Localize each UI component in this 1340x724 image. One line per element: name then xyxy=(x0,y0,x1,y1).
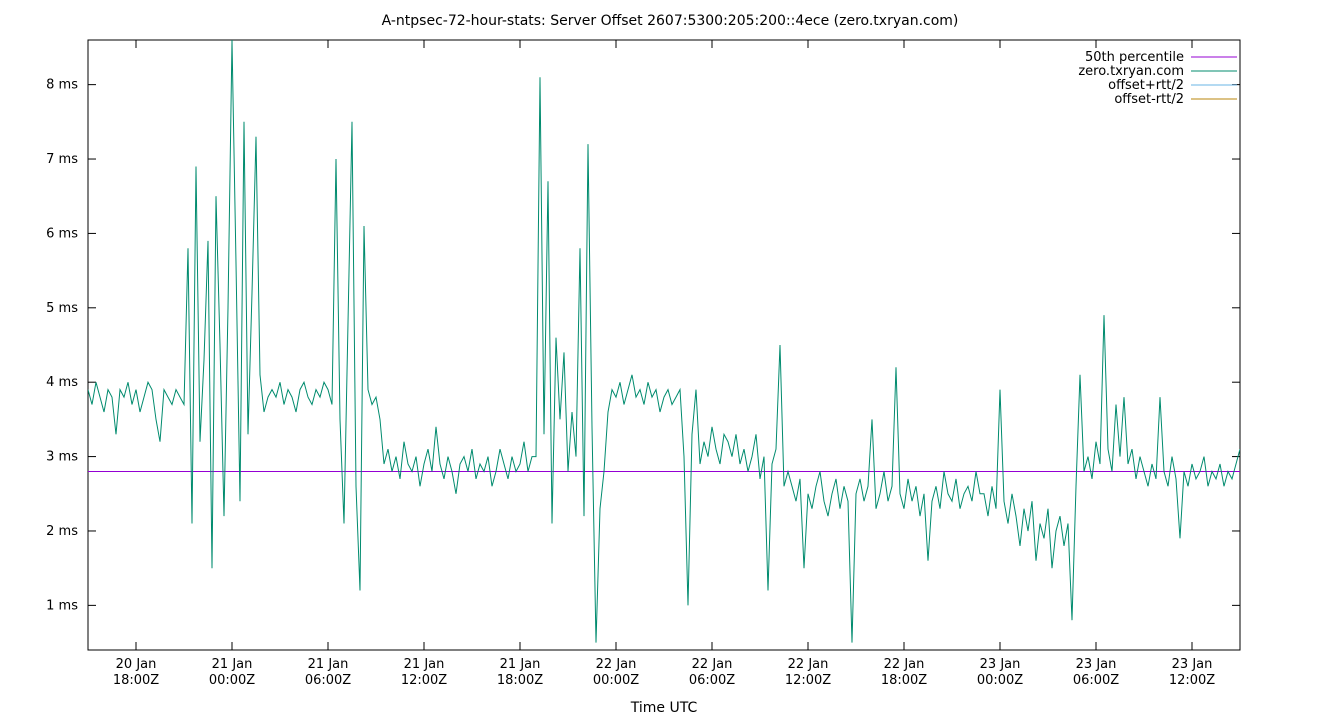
x-tick-label-date: 23 Jan xyxy=(980,657,1021,672)
x-tick-label-time: 06:00Z xyxy=(305,673,351,688)
x-tick-label-time: 00:00Z xyxy=(593,673,639,688)
y-tick-label: 5 ms xyxy=(46,301,78,316)
x-tick-label-time: 18:00Z xyxy=(113,673,159,688)
x-tick-label-time: 06:00Z xyxy=(689,673,735,688)
x-tick-label-date: 21 Jan xyxy=(308,657,349,672)
x-tick-label-date: 22 Jan xyxy=(692,657,733,672)
y-tick-label: 1 ms xyxy=(46,598,78,613)
x-tick-label-date: 21 Jan xyxy=(212,657,253,672)
plot-area-border xyxy=(87,39,1241,651)
x-tick-label-date: 23 Jan xyxy=(1172,657,1213,672)
legend-label: 50th percentile xyxy=(1085,50,1184,65)
x-tick-label-time: 18:00Z xyxy=(497,673,543,688)
legend-label: offset+rtt/2 xyxy=(1108,78,1184,93)
y-tick-label: 3 ms xyxy=(46,450,78,465)
x-tick-label-time: 12:00Z xyxy=(1169,673,1215,688)
legend-entry-zero-txryan-com: zero.txryan.com xyxy=(1078,64,1237,79)
x-tick-label-date: 22 Jan xyxy=(596,657,637,672)
x-tick-label-date: 22 Jan xyxy=(884,657,925,672)
x-tick-label-time: 00:00Z xyxy=(209,673,255,688)
y-tick-label: 2 ms xyxy=(46,524,78,539)
x-tick-label-time: 00:00Z xyxy=(977,673,1023,688)
x-tick-label-time: 12:00Z xyxy=(785,673,831,688)
legend-entry-50th-percentile: 50th percentile xyxy=(1085,50,1237,65)
x-tick-label-date: 22 Jan xyxy=(788,657,829,672)
x-tick-label-date: 20 Jan xyxy=(116,657,157,672)
y-tick-label: 8 ms xyxy=(46,78,78,93)
x-tick-label-date: 21 Jan xyxy=(404,657,445,672)
x-tick-label-date: 21 Jan xyxy=(500,657,541,672)
legend-label: zero.txryan.com xyxy=(1078,64,1184,79)
legend-entry-offset-rtt-2: offset-rtt/2 xyxy=(1114,92,1237,107)
y-tick-label: 6 ms xyxy=(46,226,78,241)
x-tick-label-time: 12:00Z xyxy=(401,673,447,688)
series-zero-txryan-com xyxy=(88,40,1240,643)
y-tick-label: 4 ms xyxy=(46,375,78,390)
x-tick-label-time: 06:00Z xyxy=(1073,673,1119,688)
legend-label: offset-rtt/2 xyxy=(1114,92,1184,107)
x-tick-label-date: 23 Jan xyxy=(1076,657,1117,672)
x-axis-title: Time UTC xyxy=(630,700,698,716)
x-tick-label-time: 18:00Z xyxy=(881,673,927,688)
y-tick-label: 7 ms xyxy=(46,152,78,167)
legend-entry-offset-rtt-2: offset+rtt/2 xyxy=(1108,78,1237,93)
chart-title: A-ntpsec-72-hour-stats: Server Offset 26… xyxy=(381,13,959,29)
